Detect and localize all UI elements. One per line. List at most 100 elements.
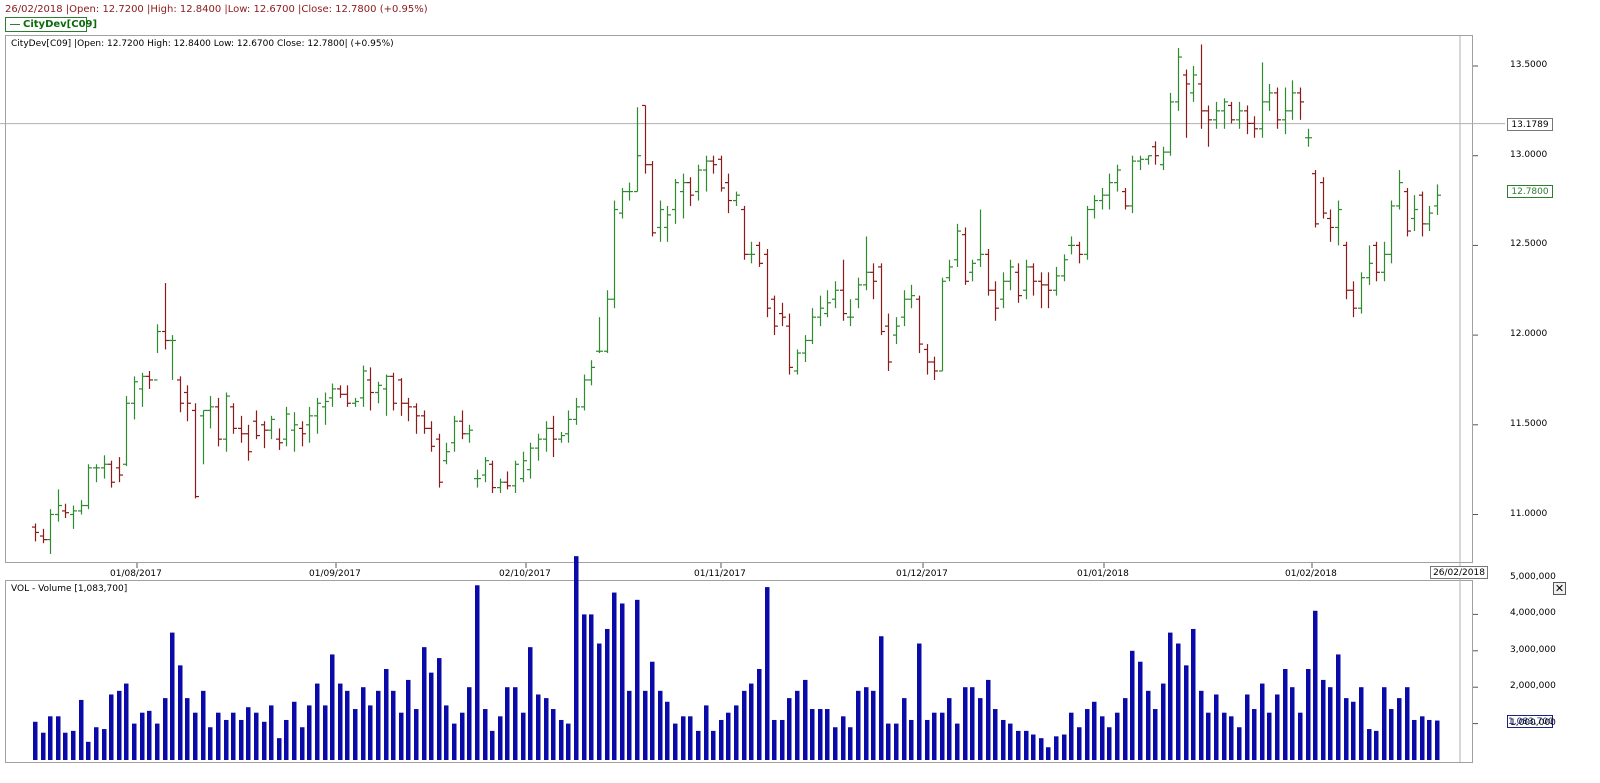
ohlc-bar [436,433,443,488]
volume-bar [612,592,617,760]
ohlc-bar [1297,87,1304,120]
ohlc-bar [558,431,565,443]
ohlc-bar [1381,241,1388,282]
volume-bar [41,732,46,760]
volume-bar [406,679,411,760]
volume-bar [452,723,457,760]
volume-bar [1397,698,1402,760]
ohlc-bar [169,335,176,380]
ohlc-bar [131,376,138,420]
ohlc-bar [459,410,466,440]
volume-bar [48,716,53,760]
volume-bar [947,698,952,760]
volume-bar [551,709,556,760]
volume-bar [673,723,678,760]
ohlc-bar [390,372,397,411]
volume-bar [635,599,640,760]
volume-bar [787,698,792,760]
ohlc-bar [223,392,230,452]
volume-bar [955,723,960,760]
volume-bar [391,690,396,760]
volume-bar [1328,687,1333,760]
volume-bar [696,730,701,760]
ohlc-bar [200,409,207,465]
volume-bar [1161,683,1166,760]
ohlc-bar [802,335,809,363]
ohlc-bar [344,385,351,407]
volume-bar [132,723,137,760]
ohlc-bar [428,421,435,452]
volume-bar [1245,694,1250,760]
volume-bar [1130,650,1135,760]
ohlc-bar [794,349,801,375]
volume-bar [1214,694,1219,760]
ohlc-bar [245,424,252,461]
ohlc-bar [725,173,732,214]
ohlc-bar [337,385,344,398]
volume-axis-tick-label: 4,000,000 [1510,608,1556,619]
volume-bar [536,694,541,760]
volume-bar [803,679,808,760]
volume-bar [1031,734,1036,760]
volume-bar [368,705,373,760]
ohlc-bar [85,464,92,510]
series-legend[interactable]: CityDev[C09] [5,17,97,32]
ohlc-bar [642,104,649,174]
ohlc-bar [1343,241,1350,300]
volume-bar [734,705,739,760]
ohlc-bar [596,317,603,354]
volume-bar [1389,709,1394,760]
ohlc-bar [733,191,740,206]
volume-bar [810,709,815,760]
volume-bar [444,705,449,760]
volume-bar [384,669,389,760]
volume-bar [1374,730,1379,760]
date-axis-tick-label: 01/08/2017 [110,569,162,579]
ohlc-bar [893,317,900,345]
volume-bar [1420,716,1425,760]
volume-bar [102,729,107,760]
close-panel-button[interactable]: ✕ [1553,582,1566,595]
volume-bar [978,698,983,760]
price-axis-tick-label: 13.0000 [1510,149,1548,160]
ohlc-bar [238,415,245,443]
volume-bar [909,719,914,760]
last-close-label: 12.7800 [1507,185,1553,198]
ohlc-bar [946,259,953,282]
ohlc-bar [977,209,984,267]
volume-bar [231,712,236,760]
volume-bar [284,719,289,760]
volume-bar [201,690,206,760]
ohlc-bar [527,442,534,479]
volume-bar [688,716,693,760]
ohlc-bar [1190,66,1197,102]
volume-bar [315,683,320,760]
ohlc-bar [985,248,992,296]
ohlc-bar [253,410,260,440]
ohlc-bar [680,173,687,219]
ohlc-bar [710,155,717,174]
ohlc-bar [611,200,618,309]
ohlc-bar [1320,177,1327,219]
ohlc-bar [108,460,115,488]
ohlc-bar [756,241,763,267]
volume-bar [841,716,846,760]
ohlc-bar [123,396,130,467]
ohlc-bar [1335,200,1342,246]
volume-bar [345,690,350,760]
volume-bar [643,690,648,760]
price-panel[interactable]: CityDev[C09] |Open: 12.7200 High: 12.840… [5,35,1473,563]
volume-bar [147,710,152,760]
date-axis-tick-label: 01/09/2017 [309,569,361,579]
volume-bar [269,705,274,760]
ohlc-bar [405,397,412,422]
ohlc-bar [101,455,108,479]
volume-bar [1344,698,1349,760]
volume-bar [475,585,480,760]
legend-label: CityDev[C09] [23,19,98,30]
ohlc-bar [847,299,854,327]
volume-bar [940,712,945,760]
ohlc-bar [687,177,694,206]
ohlc-bar [504,471,511,490]
